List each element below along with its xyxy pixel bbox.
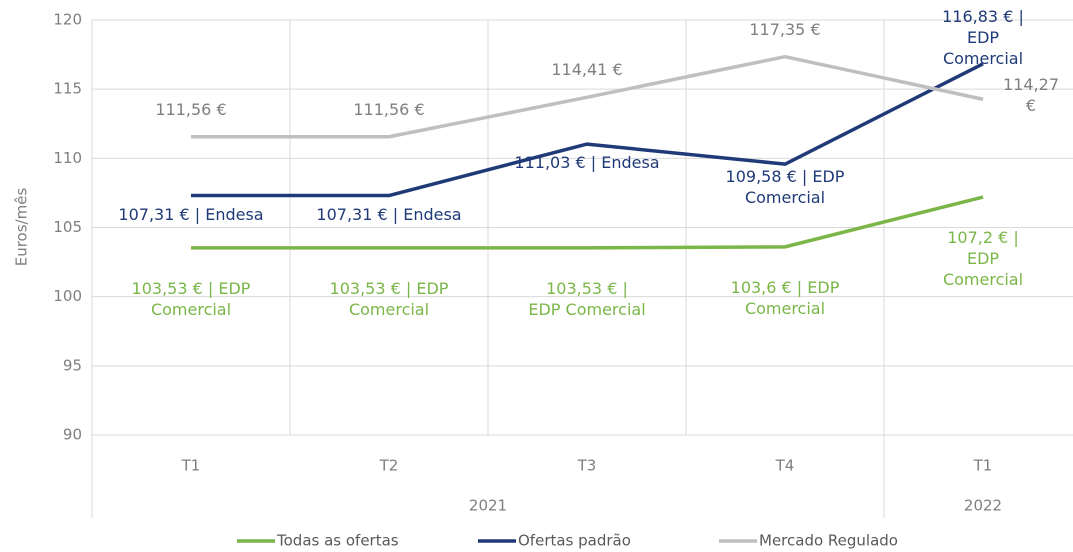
y-axis-label: Euros/mês [13,188,31,267]
x-tick-label: T4 [775,457,795,475]
x-tick-label: T2 [379,457,399,475]
data-label: 107,31 € | Endesa [118,204,264,224]
data-label: 103,53 € | EDP Comercial [528,278,646,319]
series-line [191,62,984,198]
data-label: 109,58 € | EDP Comercial [725,167,845,208]
data-label: 103,6 € | EDP Comercial [730,277,840,318]
y-tick-label: 105 [53,218,82,236]
data-label: 107,31 € | Endesa [316,204,462,224]
y-tick-label: 95 [63,356,82,374]
data-label: 116,83 € | EDP Comercial [942,6,1024,68]
x-tick-label: T1 [973,457,993,475]
legend-label: Todas as ofertas [276,532,399,550]
y-tick-label: 110 [53,149,82,167]
legend-label: Ofertas padrão [518,532,631,550]
data-label: 103,53 € | EDP Comercial [329,278,449,319]
series-line [191,195,984,250]
series-line [191,54,984,139]
legend-label: Mercado Regulado [759,532,898,550]
x-tick-label: T1 [181,457,201,475]
data-label: 107,2 € | EDP Comercial [942,228,1024,290]
data-label: 111,56 € [155,99,227,119]
y-tick-label: 120 [53,11,82,29]
group-label: 2022 [964,497,1002,515]
y-tick-label: 100 [53,287,82,305]
data-label: 114,41 € [551,60,623,80]
data-label: 103,53 € | EDP Comercial [131,278,251,319]
group-label: 2021 [469,497,507,515]
data-label: 117,35 € [749,19,821,39]
data-label: 114,27 € [1003,75,1059,116]
data-label: 111,56 € [353,99,425,119]
y-tick-label: 90 [63,426,82,444]
y-tick-label: 115 [53,80,82,98]
data-label: 111,03 € | Endesa [514,153,660,173]
x-tick-label: T3 [577,457,597,475]
